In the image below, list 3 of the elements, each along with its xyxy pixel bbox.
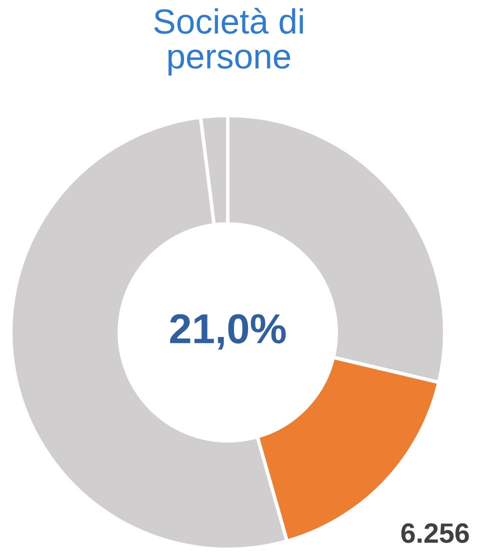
text: 21,0% <box>170 314 286 350</box>
text: 6.256 <box>401 523 469 543</box>
chart-title: Società di persone <box>154 8 303 76</box>
